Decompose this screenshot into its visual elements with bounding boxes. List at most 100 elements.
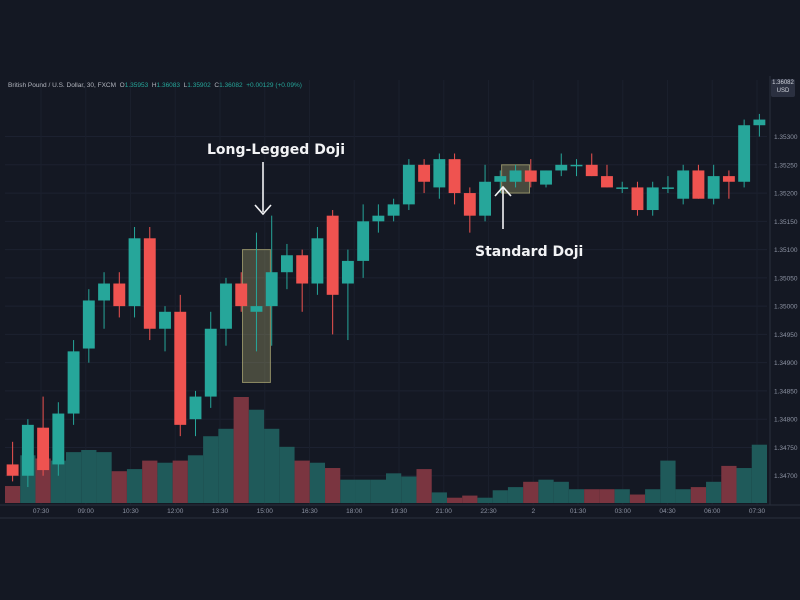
candle-body xyxy=(509,170,522,182)
candle-body xyxy=(402,164,415,205)
candle-body xyxy=(204,328,217,397)
candle-body xyxy=(280,255,293,273)
volume-bars xyxy=(5,397,767,503)
y-tick-label: 1.35250 xyxy=(774,162,798,169)
candle-body xyxy=(616,187,629,189)
volume-bar xyxy=(416,469,432,503)
x-tick-label: 10:30 xyxy=(122,508,139,515)
volume-bar xyxy=(203,436,219,503)
volume-bar xyxy=(523,481,539,503)
volume-bar xyxy=(340,479,356,503)
x-tick-label: 04:30 xyxy=(659,508,676,515)
y-tick-label: 1.34800 xyxy=(774,417,798,424)
x-tick-label: 21:00 xyxy=(436,508,453,515)
volume-bar xyxy=(492,490,508,503)
volume-bar xyxy=(660,460,676,503)
volume-bar xyxy=(233,397,249,503)
candle-body xyxy=(128,238,141,307)
candle-body xyxy=(189,396,202,420)
volume-bar xyxy=(706,481,722,503)
volume-bar xyxy=(294,460,310,503)
candle-body xyxy=(738,125,751,182)
candle-body xyxy=(540,170,552,185)
x-tick-label: 07:30 xyxy=(33,508,50,515)
low-value: 1.35902 xyxy=(187,82,211,89)
change-value: +0.00129 (+0.09%) xyxy=(246,82,302,89)
x-tick-label: 15:00 xyxy=(257,508,274,515)
candle-body xyxy=(601,176,613,188)
candle-body xyxy=(494,176,507,182)
x-tick-label: 16:30 xyxy=(301,508,318,515)
candle-body xyxy=(631,187,644,211)
volume-bar xyxy=(690,487,707,503)
x-tick-label: 09:00 xyxy=(78,508,95,515)
candle-body xyxy=(220,283,232,329)
candle-body xyxy=(311,238,324,284)
volume-bar xyxy=(431,492,447,503)
volume-bar xyxy=(187,455,204,503)
candle-body xyxy=(265,272,278,307)
candle-body xyxy=(341,260,354,284)
candles xyxy=(6,113,766,488)
open-value: 1.35953 xyxy=(124,82,149,89)
candle-body xyxy=(692,170,705,199)
volume-bar xyxy=(355,479,371,503)
volume-bar xyxy=(50,460,66,503)
candle-body xyxy=(585,164,598,177)
candle-body xyxy=(448,159,461,194)
volume-bar xyxy=(309,462,326,503)
volume-bar xyxy=(614,489,630,503)
standard-doji-label: Standard Doji xyxy=(475,244,584,260)
high-label: H xyxy=(151,82,157,89)
volume-bar xyxy=(264,428,280,503)
volume-bar xyxy=(401,476,417,503)
volume-bar xyxy=(325,468,341,503)
volume-bar xyxy=(751,444,767,503)
long-legged-arrow-head xyxy=(254,204,272,216)
low-label: L xyxy=(183,82,188,89)
candle-body xyxy=(326,215,339,295)
volume-bar xyxy=(446,497,463,503)
volume-bar xyxy=(736,468,752,503)
candle-body xyxy=(52,413,65,465)
y-tick-label: 1.35050 xyxy=(774,275,798,282)
candle-body xyxy=(296,255,309,284)
candle-body xyxy=(433,159,446,188)
volume-bar xyxy=(279,446,295,503)
candle-body xyxy=(37,427,50,471)
symbol-info: British Pound / U.S. Dollar, 30, FXCM O1… xyxy=(8,82,302,89)
annotation-arrows xyxy=(254,162,512,229)
volume-bar xyxy=(248,409,265,503)
y-tick-label: 1.34750 xyxy=(774,445,798,452)
volume-bar xyxy=(386,473,402,503)
candle-body xyxy=(570,164,583,167)
volume-bar xyxy=(142,460,158,503)
candle-body xyxy=(67,351,80,414)
x-tick-label: 2 xyxy=(531,508,535,515)
candle-body xyxy=(82,300,95,349)
y-tick-label: 1.34950 xyxy=(774,332,798,339)
candle-body xyxy=(463,193,476,216)
volume-bar xyxy=(568,489,585,503)
standard-arrow-head xyxy=(494,185,512,197)
candle-body xyxy=(661,187,674,189)
candle-body xyxy=(235,283,248,307)
volume-bar xyxy=(172,460,188,503)
candle-body xyxy=(555,164,568,171)
x-tick-label: 07:30 xyxy=(749,508,766,515)
x-tick-label: 01:30 xyxy=(570,508,587,515)
y-tick-label: 1.34900 xyxy=(774,360,798,367)
candle-body xyxy=(143,238,156,329)
candle-body xyxy=(372,215,385,222)
candle-body xyxy=(174,311,187,425)
candle-body xyxy=(113,283,126,307)
long-legged-doji-label: Long-Legged Doji xyxy=(207,142,346,158)
volume-bar xyxy=(553,481,569,503)
y-tick-label: 1.34850 xyxy=(774,388,798,395)
instrument-name: British Pound / U.S. Dollar, 30, FXCM xyxy=(8,82,117,89)
x-tick-label: 03:00 xyxy=(615,508,632,515)
currency-tag: 1.36082 USD xyxy=(771,79,795,97)
candle-body xyxy=(21,424,34,476)
volume-bar xyxy=(477,497,493,503)
